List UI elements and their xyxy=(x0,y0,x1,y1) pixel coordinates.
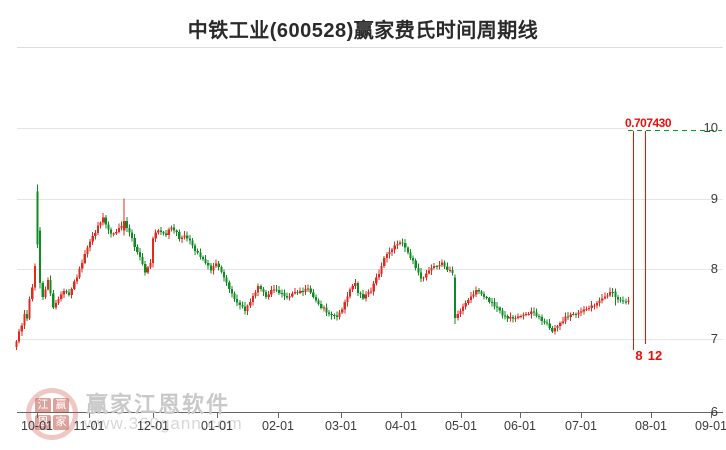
x-axis-label: 08-01 xyxy=(635,419,667,433)
watermark-logo-grid: 江 赢 恩 家 xyxy=(35,398,69,430)
x-axis-label: 07-01 xyxy=(565,419,597,433)
chart-title: 中铁工业(600528)赢家费氏时间周期线 xyxy=(187,20,539,42)
watermark-logo-char: 恩 xyxy=(35,415,51,430)
watermark-logo: 江 赢 恩 家 xyxy=(26,388,78,440)
x-axis-label: 01-01 xyxy=(201,419,233,433)
watermark-logo-char: 江 xyxy=(35,398,51,413)
x-axis-label: 03-01 xyxy=(325,419,357,433)
x-axis-label: 12-01 xyxy=(137,419,169,433)
fib-count-label-12: 12 xyxy=(647,348,663,363)
watermark-brand: 赢家江恩软件 xyxy=(86,392,231,417)
y-axis-label: 7 xyxy=(710,331,718,347)
y-axis-label: 10 xyxy=(703,120,718,136)
fib-count-label-8: 8 xyxy=(635,348,643,363)
watermark-logo-char: 家 xyxy=(53,415,69,430)
x-axis-label: 09-01 xyxy=(695,419,726,433)
y-axis-label: 6 xyxy=(710,404,718,419)
x-axis-label: 05-01 xyxy=(445,419,477,433)
x-axis-label: 06-01 xyxy=(504,419,536,433)
watermark-logo-char: 赢 xyxy=(53,398,69,413)
y-axis-label: 8 xyxy=(710,261,718,276)
x-axis-label: 02-01 xyxy=(262,419,294,433)
watermark-url: www.360gann.com xyxy=(84,414,243,433)
x-axis-label: 10-01 xyxy=(21,419,53,433)
y-axis-label: 9 xyxy=(710,190,718,206)
x-axis-label: 04-01 xyxy=(385,419,417,433)
x-axis-label: 11-01 xyxy=(73,419,105,433)
fib-ratio-label: 0.707430 xyxy=(624,116,672,130)
